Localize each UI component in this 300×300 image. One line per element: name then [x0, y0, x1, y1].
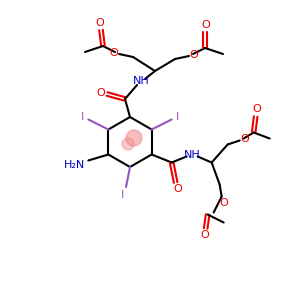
Text: O: O: [252, 104, 261, 115]
Text: O: O: [96, 18, 104, 28]
Text: NH: NH: [133, 76, 149, 86]
Text: O: O: [110, 48, 118, 58]
Text: O: O: [97, 88, 105, 98]
Text: O: O: [190, 50, 198, 60]
Text: I: I: [176, 112, 179, 122]
Text: NH: NH: [184, 149, 201, 160]
Text: O: O: [173, 184, 182, 194]
Text: I: I: [81, 112, 84, 122]
Text: O: O: [200, 230, 209, 241]
Text: O: O: [202, 20, 210, 30]
Ellipse shape: [122, 138, 134, 150]
Text: H₂N: H₂N: [64, 160, 85, 170]
Text: O: O: [240, 134, 249, 145]
Text: O: O: [219, 199, 228, 208]
Text: I: I: [120, 190, 124, 200]
Ellipse shape: [126, 130, 142, 146]
